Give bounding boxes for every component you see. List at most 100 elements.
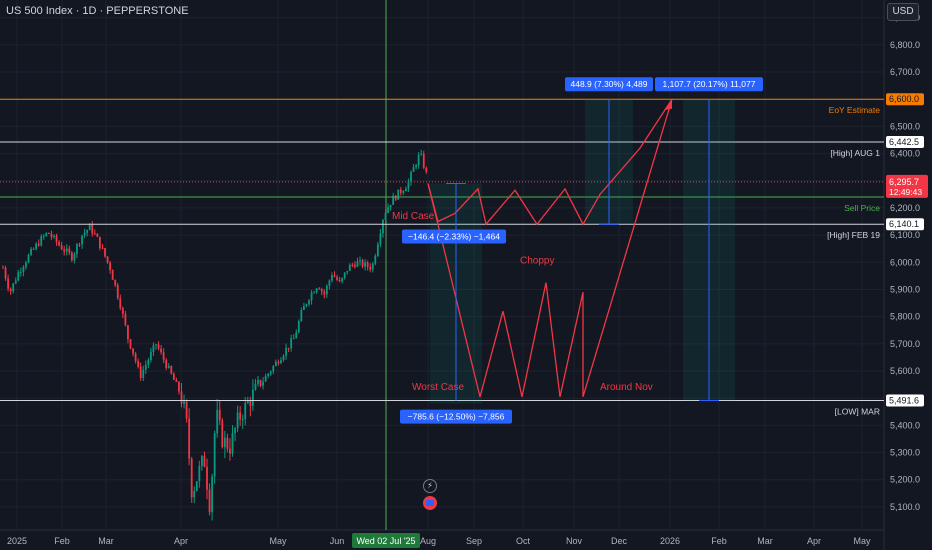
candle-body <box>333 275 336 277</box>
candle-body <box>99 236 101 249</box>
price-tag-low-mar <box>886 394 924 407</box>
candle-body <box>318 288 321 290</box>
x-tick-label: Jun <box>330 536 345 546</box>
candle-body <box>65 248 68 252</box>
x-tick-label: Dec <box>611 536 628 546</box>
candle-body <box>341 277 344 282</box>
candle-body <box>313 292 315 294</box>
candle-body <box>216 409 219 434</box>
candle-body <box>124 313 127 326</box>
candle-body <box>193 490 196 498</box>
price-tag-eoy <box>886 93 924 106</box>
candle-body <box>88 224 91 231</box>
candle-body <box>147 360 150 365</box>
candle-body <box>325 285 328 295</box>
candle-body <box>190 458 193 498</box>
x-tick-label: Mar <box>757 536 773 546</box>
candle-body <box>356 261 359 267</box>
candle-body <box>208 489 211 513</box>
candle-body <box>420 153 423 155</box>
candle-body <box>371 263 374 270</box>
candle-body <box>155 344 157 346</box>
candle-body <box>203 456 206 467</box>
x-tick-label: 2025 <box>7 536 27 546</box>
candle-body <box>366 262 369 267</box>
candle-body <box>63 249 66 252</box>
x-tick-label: May <box>853 536 871 546</box>
candle-body <box>17 272 20 281</box>
candle-body <box>415 165 417 168</box>
candle-body <box>300 309 303 322</box>
current-price-tag <box>886 174 928 198</box>
candle-body <box>422 153 425 168</box>
candle-body <box>392 195 395 205</box>
y-tick-label: 6,200.0 <box>890 203 920 213</box>
candle-body <box>198 466 201 482</box>
candle-body <box>379 233 382 245</box>
candle-body <box>106 256 109 263</box>
candle-body <box>58 242 60 246</box>
candles <box>2 149 428 521</box>
candle-body <box>231 433 234 454</box>
candle-body <box>234 428 236 434</box>
candle-body <box>274 361 277 366</box>
candle-body <box>246 401 249 403</box>
candle-body <box>134 353 137 361</box>
candle-body <box>285 347 287 356</box>
candle-body <box>76 244 78 254</box>
candle-body <box>114 279 117 286</box>
level-label-eoy: EoY Estimate <box>829 105 881 115</box>
crosshair-label: Wed 02 Jul '25 <box>356 536 415 546</box>
candle-body <box>116 285 119 299</box>
candle-body <box>22 267 25 272</box>
candle-body <box>93 233 96 235</box>
candle-body <box>320 289 323 292</box>
currency-button[interactable]: USD <box>887 3 919 21</box>
candle-body <box>364 262 366 267</box>
scenario-arrow <box>664 99 672 111</box>
candle-body <box>25 262 27 268</box>
candle-body <box>81 235 83 245</box>
level-label-sell-price: Sell Price <box>844 203 880 213</box>
x-tick-label: Sep <box>466 536 482 546</box>
y-tick-label: 5,300.0 <box>890 448 920 458</box>
x-tick-label: Aug <box>420 536 436 546</box>
candle-body <box>369 266 372 270</box>
candle-body <box>361 260 364 267</box>
y-tick-label: 6,100.0 <box>890 230 920 240</box>
candle-body <box>259 379 262 386</box>
candle-body <box>183 401 185 404</box>
flag-icon[interactable] <box>423 496 437 510</box>
candle-body <box>425 167 428 172</box>
symbol-title[interactable]: US 500 Index · 1D · PEPPERSTONE <box>6 5 189 17</box>
candle-body <box>162 352 165 360</box>
candle-body <box>160 348 162 353</box>
candle-body <box>252 389 254 406</box>
candle-body <box>70 252 73 261</box>
scenario-path-choppy <box>427 98 673 226</box>
candle-body <box>132 348 134 354</box>
candle-body <box>83 232 86 236</box>
candle-body <box>290 338 293 349</box>
candle-body <box>277 361 280 364</box>
current-price-text: 6,295.7 <box>889 177 919 187</box>
candle-body <box>172 373 175 380</box>
candle-body <box>405 188 407 192</box>
candle-body <box>213 433 216 477</box>
candle-body <box>292 338 295 340</box>
candle-body <box>109 262 111 271</box>
lightning-icon[interactable]: ⚡ <box>423 479 437 493</box>
candle-body <box>86 230 89 233</box>
candle-body <box>12 283 15 292</box>
candle-body <box>241 419 244 421</box>
candle-body <box>150 352 152 361</box>
candle-body <box>412 167 415 172</box>
candle-body <box>343 272 346 278</box>
scenario-label-around-nov: Around Nov <box>600 382 653 393</box>
candle-body <box>32 248 35 250</box>
candle-body <box>185 401 188 419</box>
candle-body <box>249 401 252 406</box>
candle-body <box>78 244 81 246</box>
